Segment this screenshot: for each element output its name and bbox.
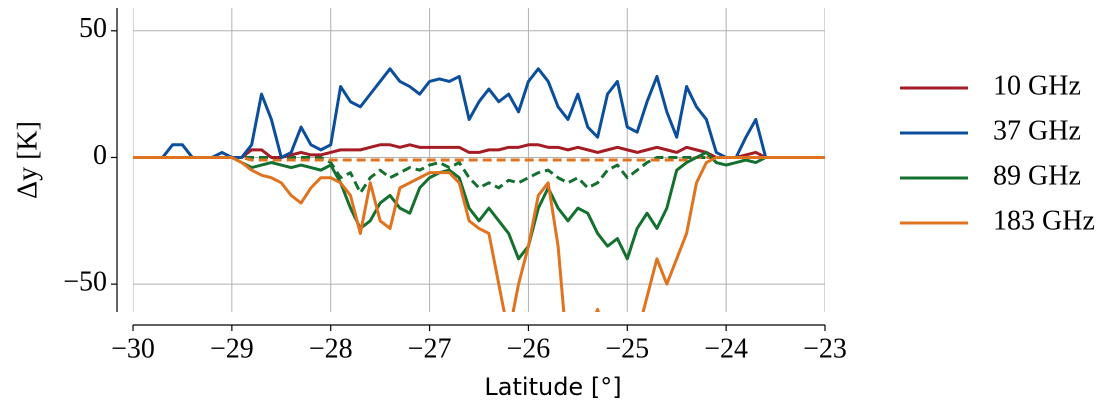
y-tick-label: 0 bbox=[93, 140, 107, 171]
x-tick-label: −25 bbox=[605, 333, 649, 364]
legend-label: 37 GHz bbox=[993, 115, 1081, 146]
series-line bbox=[133, 155, 825, 312]
series-line bbox=[133, 67, 825, 159]
series-line bbox=[133, 150, 825, 261]
legend-label: 89 GHz bbox=[993, 160, 1081, 191]
x-tick-label: −29 bbox=[210, 333, 254, 364]
y-tick-label: 50 bbox=[79, 13, 107, 44]
x-axis-label: Latitude [°] bbox=[484, 373, 621, 401]
legend-label: 183 GHz bbox=[993, 205, 1095, 236]
x-tick-label: −23 bbox=[803, 333, 847, 364]
y-axis-label: Δy [K] bbox=[12, 121, 43, 199]
legend-label: 10 GHz bbox=[993, 70, 1081, 101]
x-tick-label: −24 bbox=[704, 333, 748, 364]
series-line bbox=[133, 155, 825, 195]
x-tick-label: −26 bbox=[507, 333, 551, 364]
x-tick-label: −28 bbox=[309, 333, 353, 364]
x-tick-label: −27 bbox=[408, 333, 452, 364]
y-tick-label: −50 bbox=[63, 267, 107, 298]
x-tick-label: −30 bbox=[111, 333, 155, 364]
plot-area bbox=[133, 8, 825, 312]
